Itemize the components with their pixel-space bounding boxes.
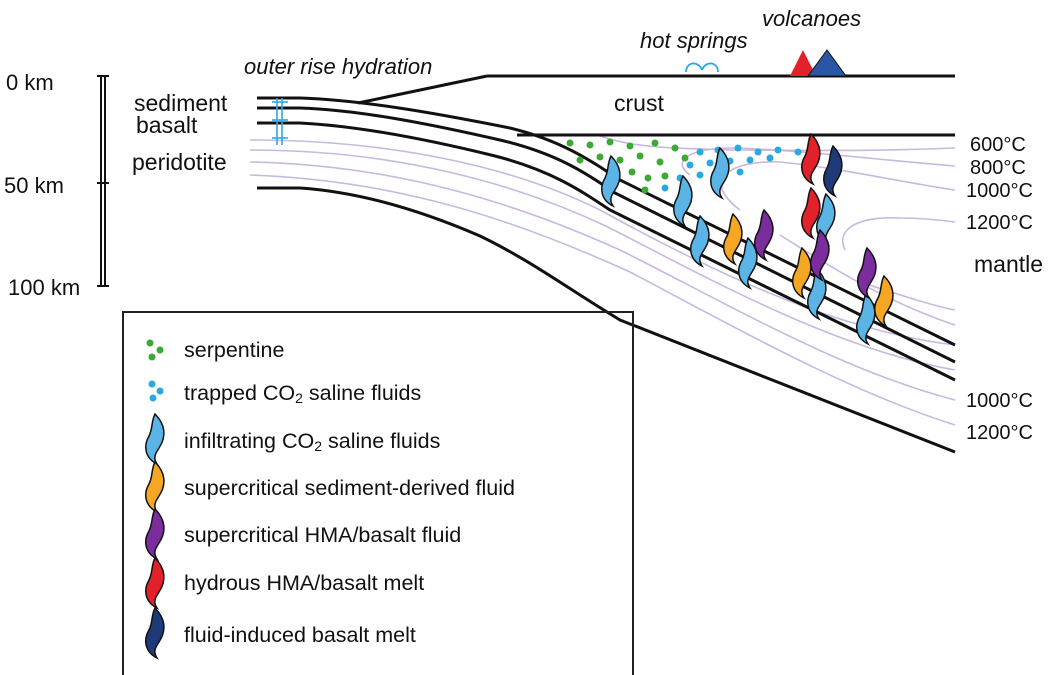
slab-peridotite-bottom [257,186,956,454]
hot-springs-label: hot springs [640,28,748,53]
legend-icons [144,339,165,659]
depth-tick-100: 100 km [8,275,81,300]
legend-infiltrating-text-2: saline fluids [322,429,441,453]
crust-outline [357,74,955,137]
slab-sediment-basalt [257,106,956,364]
legend-infiltrating-text-1: infiltrating CO [184,429,315,453]
isotherm-slab-3 [249,161,956,401]
sediment-fluid-flame [722,213,743,265]
isotherm-mantle-curve [779,234,956,326]
legend-hma-fluid-label: supercritical HMA/basalt fluid [184,523,462,547]
flame-markers [600,133,894,345]
isotherm-lines [249,135,956,426]
slab-basalt-peridotite [257,121,956,382]
mantle-label: mantle [974,251,1044,277]
infiltrating-fluid-flame [855,293,876,345]
legend-serpentine-label: serpentine [184,338,285,362]
isotherm-slab-2 [249,149,956,371]
infiltrating-fluid-flame [600,155,621,207]
legend-hydrous-melt-label: hydrous HMA/basalt melt [184,571,425,595]
isotherm-label-1000: 1000°C [966,180,1033,202]
depth-tick-0: 0 km [6,70,54,95]
slab-layers [257,96,956,454]
serpentine-legend-icon [146,339,164,361]
hydrous-melt-flame [800,133,821,185]
hot-springs-icon [685,62,719,73]
isotherm-slab-1 [249,139,956,346]
volcanoes-icon [790,49,847,77]
legend: serpentine trapped CO2 saline fluids inf… [122,311,634,675]
legend-infiltrating-label: infiltrating CO2 saline fluids [184,429,441,454]
trapped-fluid-legend-icon [148,380,164,402]
legend-infiltrating-subscript: 2 [314,438,323,454]
isotherm-label-lower-1200: 1200°C [966,422,1033,444]
volcanoes-label: volcanoes [762,6,862,31]
trapped-fluid-dots [661,144,802,192]
infiltrating-fluid-flame [709,147,730,199]
sediment-fluid-flame [873,275,894,327]
infiltrating-fluid-flame [672,175,693,227]
depth-tick-50: 50 km [4,173,64,198]
peridotite-label: peridotite [132,149,227,175]
legend-trapped-subscript: 2 [295,390,303,406]
legend-sediment-fluid-label: supercritical sediment-derived fluid [184,476,516,500]
legend-basalt-melt-label: fluid-induced basalt melt [184,623,416,647]
legend-trapped-label: trapped CO2 saline fluids [184,381,422,406]
isotherm-label-lower-1000: 1000°C [966,390,1033,412]
hydration-marks [272,98,288,145]
legend-trapped-text-1: trapped CO [184,381,296,405]
isotherm-label-1200: 1200°C [966,212,1033,234]
isotherm-slab-4 [249,174,956,426]
basalt-label: basalt [136,112,198,138]
isotherm-label-600: 600°C [970,134,1026,156]
legend-trapped-text-2: saline fluids [302,381,422,405]
isotherm-label-800: 800°C [970,157,1026,179]
slab-top-sediment [257,96,956,347]
depth-scale-bar [97,75,109,287]
isotherm-600 [599,135,956,152]
serpentine-dots [566,138,689,194]
sediment-label: sediment [134,90,228,116]
isotherm-1200 [842,217,956,251]
outer-rise-label: outer rise hydration [244,54,433,79]
isotherm-mantle-curve-2 [859,281,956,311]
crust-label: crust [614,90,664,116]
